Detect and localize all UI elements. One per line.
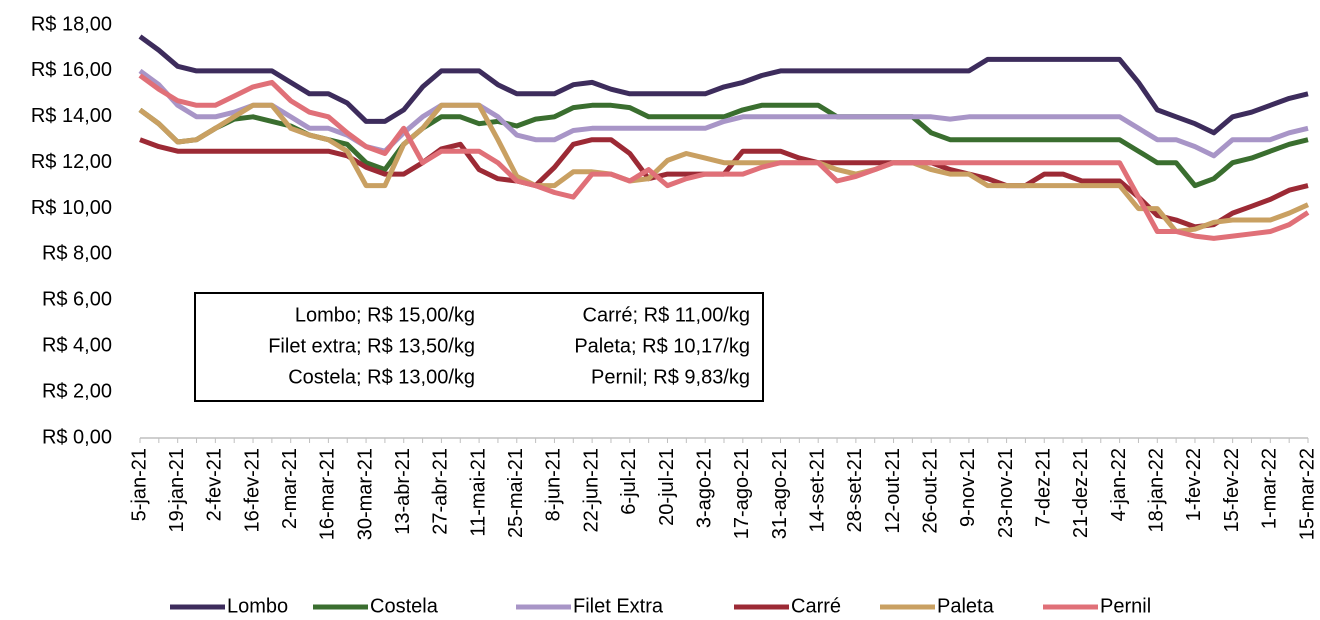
x-tick-label: 20-jul-21 bbox=[656, 448, 678, 526]
x-tick-label: 12-out-21 bbox=[882, 448, 904, 534]
y-tick-label: R$ 4,00 bbox=[42, 335, 112, 357]
legend-label: Pernil bbox=[1100, 595, 1151, 617]
x-tick-label: 1-fev-22 bbox=[1183, 448, 1205, 521]
x-tick-label: 27-abr-21 bbox=[430, 448, 452, 535]
x-tick-label: 28-set-21 bbox=[844, 448, 866, 533]
legend-label: Carré bbox=[791, 595, 841, 617]
series-line bbox=[138, 73, 1310, 241]
y-tick-label: R$ 2,00 bbox=[42, 380, 112, 402]
annotation: Lombo; R$ 15,00/kg bbox=[295, 304, 475, 326]
x-tick-label: 16-fev-21 bbox=[241, 448, 263, 533]
y-tick-label: R$ 18,00 bbox=[31, 13, 112, 35]
x-tick-label: 31-ago-21 bbox=[769, 448, 791, 539]
x-tick-label: 1-mar-22 bbox=[1259, 448, 1281, 529]
x-tick-label: 15-fev-22 bbox=[1221, 448, 1243, 533]
x-tick-label: 3-ago-21 bbox=[693, 448, 715, 528]
x-tick-label: 19-jan-21 bbox=[166, 448, 188, 533]
series-line bbox=[138, 102, 1310, 234]
x-tick-label: 16-mar-21 bbox=[317, 448, 339, 540]
x-tick-label: 4-jan-22 bbox=[1108, 448, 1130, 521]
series-line bbox=[138, 68, 1309, 159]
annotation: Filet extra; R$ 13,50/kg bbox=[268, 335, 475, 357]
y-tick-label: R$ 8,00 bbox=[42, 243, 112, 265]
x-tick-label: 15-mar-22 bbox=[1296, 448, 1318, 540]
legend-label: Filet Extra bbox=[573, 595, 664, 617]
y-tick-label: R$ 16,00 bbox=[31, 59, 112, 81]
y-tick-label: R$ 6,00 bbox=[42, 289, 112, 311]
x-tick-label: 30-mar-21 bbox=[354, 448, 376, 540]
x-tick-label: 7-dez-21 bbox=[1033, 448, 1055, 527]
x-tick-label: 22-jun-21 bbox=[580, 448, 602, 533]
x-tick-label: 18-jan-22 bbox=[1146, 448, 1168, 533]
x-tick-label: 6-jul-21 bbox=[618, 448, 640, 515]
legend-label: Paleta bbox=[937, 595, 995, 617]
x-tick-label: 13-abr-21 bbox=[392, 448, 414, 535]
x-tick-label: 8-jun-21 bbox=[543, 448, 565, 521]
x-tick-label: 17-ago-21 bbox=[731, 448, 753, 539]
annotation-box bbox=[194, 292, 764, 402]
annotation: Paleta; R$ 10,17/kg bbox=[574, 335, 750, 357]
y-tick-label: R$ 14,00 bbox=[31, 105, 112, 127]
legend-label: Costela bbox=[370, 595, 439, 617]
x-tick-label: 11-mai-21 bbox=[467, 448, 489, 537]
series-line bbox=[138, 34, 1309, 136]
x-tick-label: 9-nov-21 bbox=[957, 448, 979, 527]
x-tick-label: 5-jan-21 bbox=[128, 448, 150, 521]
x-tick-label: 25-mai-21 bbox=[505, 448, 527, 538]
annotation: Carré; R$ 11,00/kg bbox=[583, 304, 751, 326]
x-tick-label: 26-out-21 bbox=[920, 448, 942, 534]
y-tick-label: R$ 10,00 bbox=[31, 197, 112, 219]
x-tick-label: 21-dez-21 bbox=[1070, 448, 1092, 538]
y-tick-label: R$ 0,00 bbox=[42, 426, 112, 448]
annotation: Pernil; R$ 9,83/kg bbox=[591, 366, 750, 388]
annotation: Costela; R$ 13,00/kg bbox=[288, 366, 475, 388]
x-tick-label: 2-mar-21 bbox=[279, 448, 301, 529]
x-tick-label: 2-fev-21 bbox=[204, 448, 226, 521]
y-tick-label: R$ 12,00 bbox=[31, 151, 112, 173]
legend-label: Lombo bbox=[227, 595, 288, 617]
x-tick-label: 23-nov-21 bbox=[995, 448, 1017, 538]
x-tick-label: 14-set-21 bbox=[806, 448, 828, 533]
